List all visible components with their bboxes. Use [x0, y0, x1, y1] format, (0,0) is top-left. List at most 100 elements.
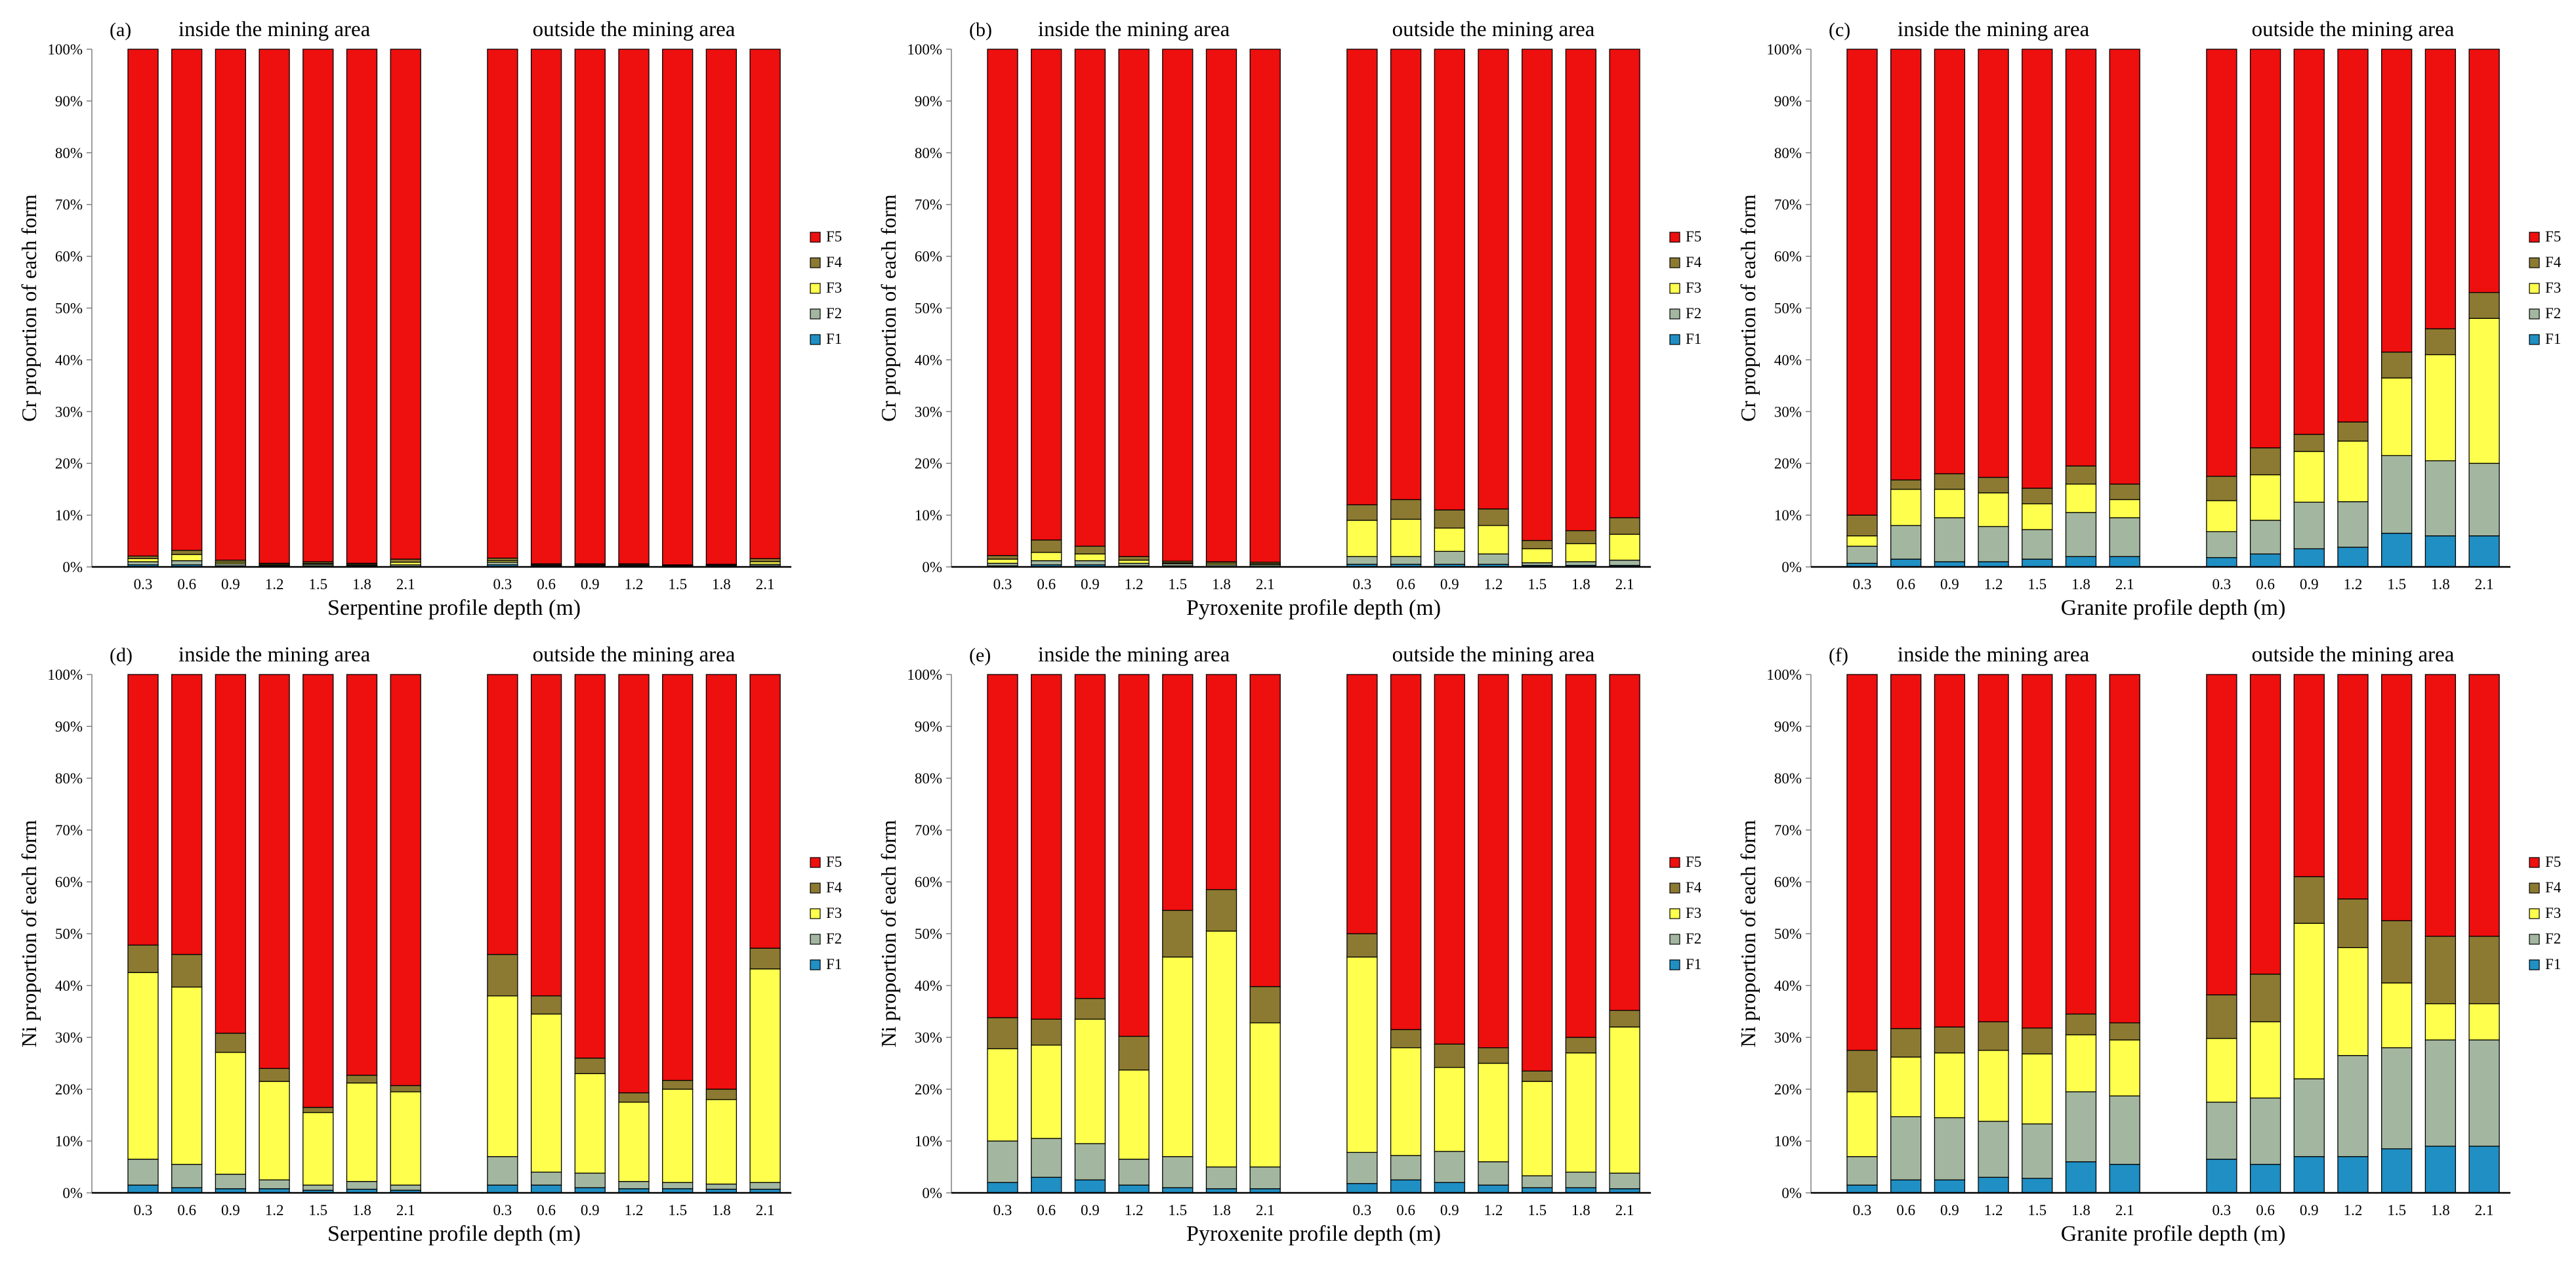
bar-segment-f2	[2293, 1078, 2325, 1157]
y-tick-label: 30%	[1774, 404, 1802, 420]
x-axis-title: Granite profile depth (m)	[2061, 1222, 2286, 1246]
legend-swatch-f1	[2529, 334, 2540, 345]
x-tick-label: 1.2	[1984, 576, 2003, 592]
bar-segment-f5	[1118, 674, 1150, 1037]
legend-label-f4: F4	[2545, 879, 2562, 896]
bar-segment-f5	[2249, 49, 2281, 449]
y-axis-title: Ni proportion of each form	[1736, 820, 1760, 1048]
legend-swatch-f4	[2529, 883, 2540, 894]
x-tick-label: 2.1	[756, 576, 775, 592]
bar-segment-f5	[1565, 49, 1597, 531]
y-tick-label: 80%	[55, 770, 83, 787]
y-tick-label: 60%	[55, 874, 83, 890]
y-tick-label: 60%	[1774, 874, 1802, 890]
bar-segment-f5	[2468, 49, 2500, 293]
bar-segment-f2	[1478, 1161, 1509, 1186]
bar-segment-f3	[302, 1111, 334, 1186]
bar-segment-f4	[2206, 994, 2237, 1039]
chart-panel-a: 0% 10% 20% 30% 40% 50% 60% 70% 80% 90% 100% Cr prop…	[17, 18, 842, 620]
legend-swatch-f3	[2529, 908, 2540, 919]
bar-segment-f2	[749, 1182, 781, 1190]
bar-segment-f4	[171, 550, 203, 555]
bar-segment-f3	[2022, 503, 2053, 530]
x-tick-label: 2.1	[2115, 1202, 2134, 1218]
x-tick-label: 0.3	[134, 576, 153, 592]
bar-segment-f5	[749, 49, 781, 560]
bar-segment-f2	[662, 1182, 694, 1190]
bar-segment-f5	[1434, 49, 1465, 510]
bar-segment-f1	[1846, 1184, 1878, 1194]
bar-segment-f1	[1118, 1184, 1150, 1194]
y-tick-label: 30%	[915, 1029, 942, 1046]
bar-segment-f4	[1434, 1043, 1465, 1068]
legend-swatch-f2	[2529, 308, 2540, 320]
chart-panel-e: 0% 10% 20% 30% 40% 50% 60% 70% 80% 90% 100% Ni prop…	[877, 643, 1702, 1246]
x-tick-label: 0.3	[993, 576, 1012, 592]
bar-segment-f4	[1890, 1028, 1922, 1058]
bar-segment-f5	[2206, 49, 2237, 477]
bar-segment-f3	[1846, 1091, 1878, 1157]
bar-segment-f2	[1565, 1171, 1597, 1188]
bar-segment-f5	[1346, 49, 1378, 505]
legend-swatch-f3	[2529, 283, 2540, 294]
y-tick-label: 40%	[915, 352, 942, 368]
y-tick-label: 40%	[55, 978, 83, 994]
bar-segment-f3	[1609, 533, 1640, 561]
bar-segment-f4	[2468, 292, 2500, 319]
bar-segment-f3	[2065, 1034, 2097, 1092]
x-tick-label: 0.6	[537, 576, 556, 592]
bar-segment-f2	[2065, 512, 2097, 557]
bar-segment-f3	[215, 1052, 247, 1175]
y-axis-title: Cr proportion of each form	[17, 194, 41, 422]
bar-segment-f1	[487, 1184, 518, 1194]
x-tick-label: 1.8	[712, 576, 731, 592]
legend-swatch-f5	[810, 232, 821, 243]
bar-segment-f2	[705, 1183, 737, 1190]
bar-segment-f4	[2206, 476, 2237, 501]
y-tick-label: 70%	[915, 822, 942, 839]
x-tick-label: 1.2	[2344, 576, 2363, 592]
bar-segment-f2	[1609, 1173, 1640, 1190]
bar-segment-f3	[1118, 1070, 1150, 1160]
x-tick-label: 1.2	[1484, 576, 1503, 592]
bar-segment-f5	[1978, 674, 2009, 1022]
legend-label-f5: F5	[1686, 228, 1701, 245]
bar-segment-f5	[2206, 674, 2237, 995]
bar-segment-f5	[1934, 49, 1966, 474]
x-tick-label: 1.5	[1527, 576, 1547, 592]
bar-segment-f3	[1522, 548, 1553, 564]
bar-segment-f1	[1346, 1183, 1378, 1194]
bar-segment-f2	[1205, 1166, 1237, 1190]
y-tick-label: 80%	[915, 770, 942, 787]
x-tick-label: 2.1	[1615, 576, 1634, 592]
bar-segment-f3	[1074, 1018, 1106, 1144]
x-tick-label: 1.2	[1125, 1202, 1144, 1218]
bar-segment-f5	[1162, 674, 1194, 911]
bar-segment-f5	[2109, 49, 2140, 485]
bar-segment-f2	[1609, 560, 1640, 566]
y-tick-label: 10%	[55, 507, 83, 524]
bar-segment-f5	[1522, 49, 1553, 541]
bar-segment-f4	[1890, 479, 1922, 490]
y-tick-label: 30%	[55, 404, 83, 420]
y-tick-label: 70%	[1774, 822, 1802, 839]
y-tick-label: 70%	[915, 197, 942, 213]
bar-segment-f4	[2293, 876, 2325, 924]
bar-segment-f3	[1434, 1067, 1465, 1152]
x-tick-label: 2.1	[2475, 1202, 2494, 1218]
legend-swatch-f4	[2529, 257, 2540, 268]
x-tick-label: 0.6	[1037, 1202, 1056, 1218]
bar-segment-f4	[2109, 1022, 2140, 1041]
bar-segment-f5	[1346, 674, 1378, 934]
y-tick-label: 0%	[62, 1185, 83, 1201]
bar-segment-f2	[1434, 1151, 1465, 1183]
bar-segment-f4	[302, 1107, 334, 1113]
legend-label-f3: F3	[2545, 280, 2561, 296]
bar-segment-f3	[1565, 1052, 1597, 1173]
bar-segment-f5	[2293, 674, 2325, 877]
x-tick-label: 1.8	[2071, 576, 2090, 592]
x-tick-label: 0.3	[134, 1202, 153, 1218]
bar-segment-f4	[1609, 1010, 1640, 1028]
bar-segment-f2	[618, 1180, 650, 1190]
